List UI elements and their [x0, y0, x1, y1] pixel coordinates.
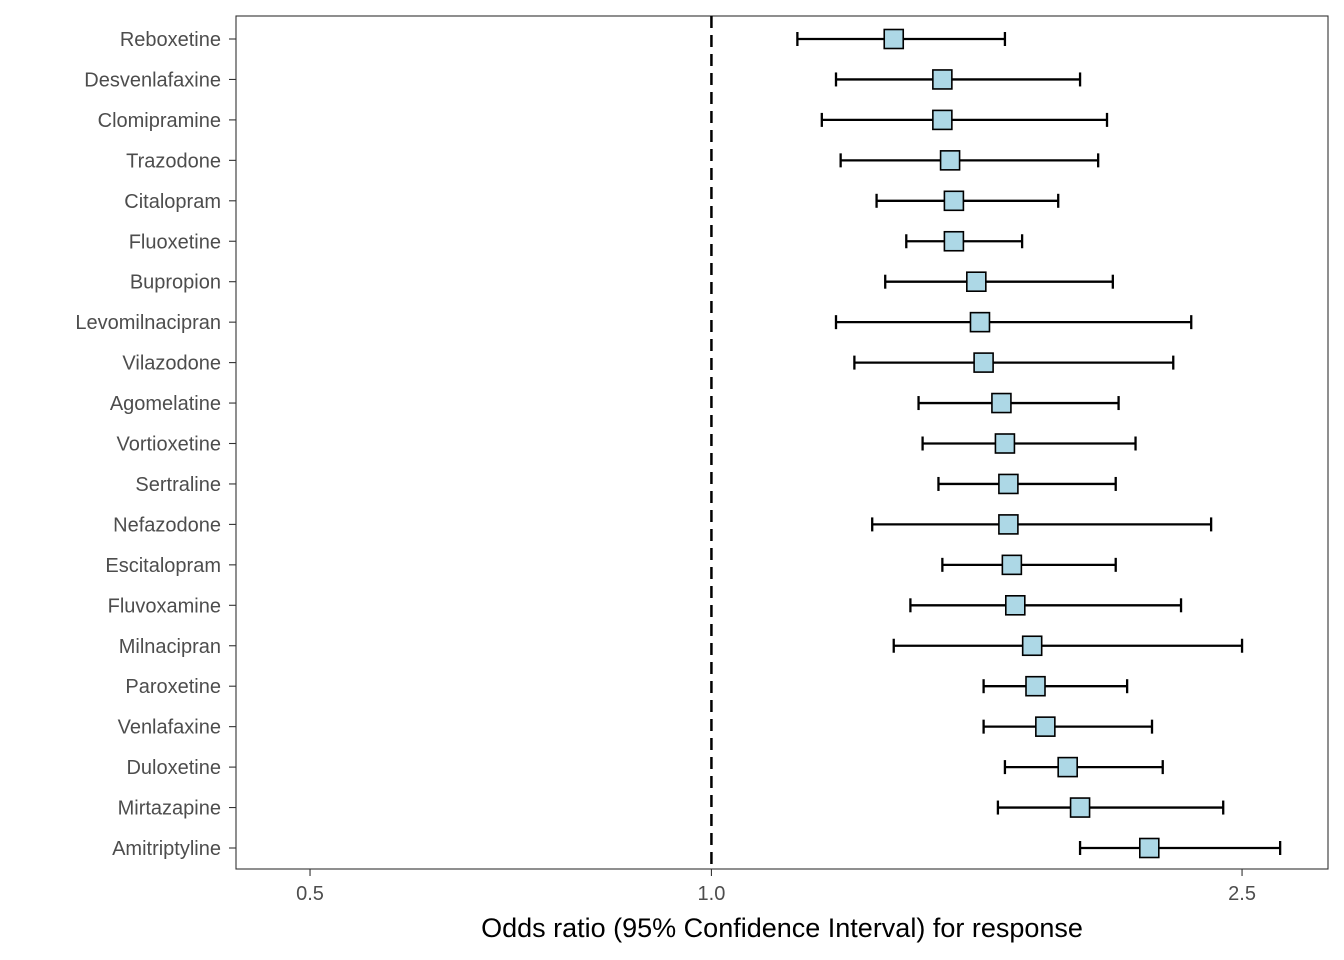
y-tick-label: Duloxetine [126, 757, 221, 779]
y-tick-label: Venlafaxine [118, 717, 221, 739]
y-tick-label: Sertraline [135, 474, 221, 496]
x-tick-label: 0.5 [296, 883, 324, 905]
x-axis: 0.5 1.0 2.5 [296, 869, 1256, 905]
y-tick-label: Milnacipran [119, 636, 221, 658]
ci-layer [796, 32, 1282, 855]
point-estimate [932, 109, 953, 131]
y-tick-label: Levomilnacipran [75, 312, 221, 334]
point-estimate [973, 352, 994, 373]
point-estimate [943, 230, 965, 252]
ci-bar [921, 436, 1137, 451]
ci-bar [834, 315, 1193, 330]
point-estimate [998, 514, 1019, 535]
y-tick-label: Desvenlafaxine [84, 69, 221, 91]
ci-bar [982, 719, 1154, 734]
ci-bar [839, 153, 1100, 168]
y-tick-label: Vortioxetine [116, 434, 221, 456]
point-estimate [1069, 797, 1091, 818]
point-estimate [1057, 756, 1078, 778]
ci-bar [892, 638, 1244, 653]
point-estimate [883, 28, 905, 50]
point-estimate [1035, 716, 1056, 737]
y-tick-label: Fluoxetine [129, 231, 221, 253]
ci-bar [853, 355, 1175, 370]
y-tick-label: Amitriptyline [112, 838, 221, 860]
ci-bar [1003, 760, 1164, 775]
ci-bar [875, 193, 1060, 208]
point-layer [883, 28, 1160, 859]
y-tick-label: Mirtazapine [118, 798, 221, 820]
y-tick-label: Fluvoxamine [108, 595, 221, 617]
ci-bar [982, 679, 1129, 694]
y-axis: Reboxetine Desvenlafaxine Clomipramine Traz… [75, 29, 236, 860]
panel-border [235, 15, 1329, 870]
y-tick-label: Agomelatine [110, 393, 221, 415]
point-estimate [932, 69, 953, 90]
point-estimate [994, 433, 1016, 454]
point-estimate [939, 150, 961, 171]
y-tick-label: Clomipramine [98, 110, 221, 132]
point-estimate [991, 392, 1012, 414]
ci-bar [996, 800, 1225, 815]
point-estimate [1025, 675, 1046, 697]
point-estimate [1004, 594, 1026, 616]
y-tick-label: Nefazodone [113, 514, 221, 536]
y-tick-label: Vilazodone [122, 353, 221, 375]
y-tick-label: Escitalopram [105, 555, 221, 577]
point-estimate [998, 473, 1019, 495]
y-tick-label: Trazodone [126, 150, 221, 172]
ci-bar [820, 112, 1109, 127]
point-estimate [1138, 837, 1160, 859]
x-tick-label: 2.5 [1228, 883, 1256, 905]
ci-bar [917, 396, 1120, 411]
ci-bar [871, 517, 1213, 532]
point-estimate [1021, 635, 1043, 657]
point-estimate [1001, 554, 1023, 576]
point-estimate [943, 190, 965, 212]
y-tick-label: Paroxetine [125, 676, 221, 698]
y-tick-label: Bupropion [130, 272, 221, 294]
ci-bar [937, 476, 1117, 491]
point-estimate [969, 311, 991, 333]
x-tick-label: 1.0 [698, 883, 726, 905]
ci-bar [834, 72, 1082, 87]
ci-bar [941, 557, 1117, 572]
point-estimate [966, 271, 987, 293]
y-tick-label: Reboxetine [120, 29, 221, 51]
x-axis-title: Odds ratio (95% Confidence Interval) for… [481, 913, 1083, 943]
ci-bar [1078, 841, 1282, 855]
ci-bar [884, 274, 1114, 289]
ci-bar [909, 598, 1183, 613]
y-tick-label: Citalopram [124, 191, 221, 213]
